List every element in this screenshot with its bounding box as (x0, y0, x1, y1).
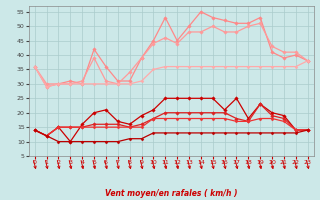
Text: Vent moyen/en rafales ( km/h ): Vent moyen/en rafales ( km/h ) (105, 189, 237, 198)
